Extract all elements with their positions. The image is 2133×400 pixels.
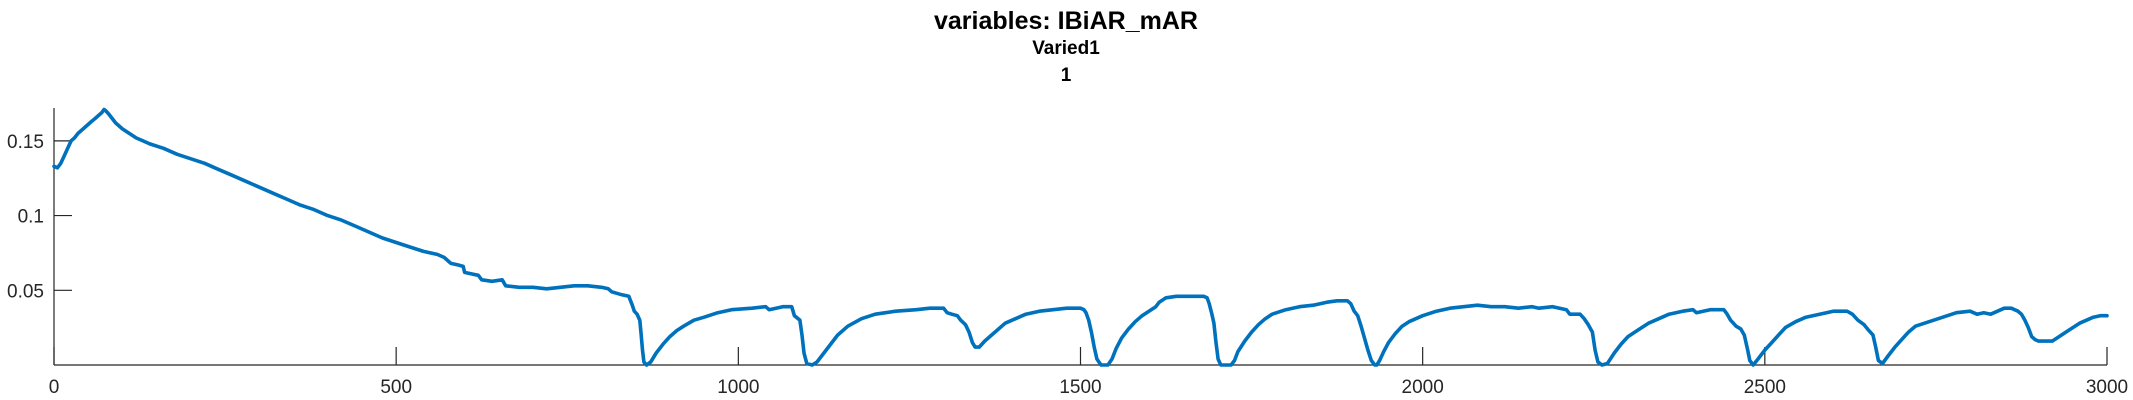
x-tick-label: 500 — [380, 377, 412, 398]
x-tick-label: 2000 — [1402, 377, 1444, 398]
plot-area: 0 500 1000 1500 2000 2500 3000 0.05 0.1 0.15 — [7, 107, 2128, 398]
chart-title: variables: IBiAR_mAR — [934, 7, 1198, 35]
x-axis-ticks: 0 500 1000 1500 2000 2500 3000 — [49, 347, 2128, 398]
data-series-line — [52, 107, 2109, 367]
x-tick-label: 2500 — [1744, 377, 1786, 398]
chart-subtitle-line-2: 1 — [1061, 65, 1072, 86]
x-tick-label: 0 — [49, 377, 60, 398]
y-tick-label: 0.15 — [7, 132, 44, 153]
y-tick-label: 0.05 — [7, 281, 44, 302]
x-tick-label: 1500 — [1059, 377, 1101, 398]
chart-subtitle-line-1: Varied1 — [1032, 38, 1100, 59]
x-tick-label: 1000 — [717, 377, 759, 398]
y-axis-ticks: 0.05 0.1 0.15 — [7, 132, 72, 302]
y-tick-label: 0.1 — [18, 207, 44, 228]
x-tick-label: 3000 — [2086, 377, 2128, 398]
title-block: variables: IBiAR_mAR Varied1 1 — [934, 7, 1198, 86]
